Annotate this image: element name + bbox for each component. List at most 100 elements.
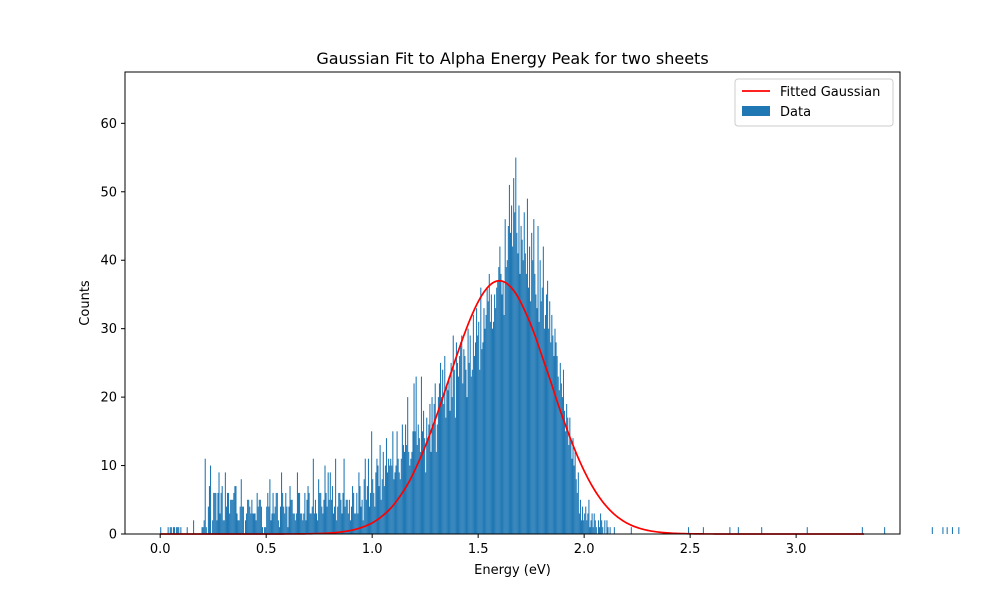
histogram-bar [225,506,227,534]
histogram-bar [606,520,608,534]
histogram-bar [205,527,207,534]
histogram-bar [511,205,513,534]
histogram-bar [601,520,603,534]
histogram-bar [613,527,615,534]
histogram-bar [566,403,568,534]
histogram-bar [356,492,358,534]
histogram-bar [544,314,546,534]
histogram-bar [221,486,223,534]
histogram-bar [257,506,259,534]
histogram-bar [223,520,225,534]
histogram-bar [170,527,172,534]
histogram-bar [476,308,478,534]
histogram-bar [244,520,247,534]
histogram-bar [345,499,347,534]
histogram-bar [470,376,472,534]
histogram-bar [319,492,321,534]
histogram-bar [207,506,209,534]
histogram-bar [552,335,554,534]
histogram-bar [414,431,416,534]
x-axis-ticks: 0.0 0.5 1.0 1.5 2.0 2.5 3.0 [150,534,807,557]
histogram-bar [688,527,690,534]
x-tick-label: 3.0 [786,542,807,557]
histogram-bar [521,239,523,534]
histogram-bar [483,308,485,534]
y-tick-label: 0 [109,528,117,543]
histogram-bar [216,520,218,534]
histogram-bar [514,212,516,534]
histogram-bar [385,438,388,534]
histogram-bar [576,492,578,534]
histogram-bar [490,294,492,534]
histogram-bar [419,451,421,534]
histogram-bar [485,314,487,534]
histogram-bar [381,479,383,534]
histogram-bar [252,513,254,534]
histogram-bar [295,513,297,534]
histogram-bar [560,383,562,534]
histogram-bar [391,465,393,534]
histogram-bar [595,527,597,534]
histogram-bar [536,308,538,534]
histogram-bar [259,499,261,534]
histogram-bar [358,472,360,534]
histogram-bar [279,506,282,534]
histogram-bar [532,260,534,534]
histogram-bar [472,314,474,534]
histogram-bar [383,486,385,534]
histogram-bar [167,527,169,534]
histogram-bar [431,397,433,534]
histogram-bar [565,431,567,534]
histogram-bar [313,513,315,534]
histogram-bar [580,520,583,534]
histogram-bar [403,451,406,534]
histogram-bar [480,287,482,534]
histogram-bar [202,527,204,534]
histogram-bar [390,458,392,534]
histogram-bar [322,513,324,534]
histogram-bar [268,506,270,534]
histogram-bar [515,157,517,534]
x-tick-label: 2.0 [574,542,595,557]
histogram-bar [435,451,437,534]
histogram-bar [502,280,504,534]
histogram-bar [337,506,339,534]
histogram-bar [589,527,591,534]
histogram-bar [416,445,418,534]
histogram-bar [178,527,180,534]
histogram-bar [310,513,312,534]
histogram-bar [520,226,522,534]
histogram-bar [531,232,533,534]
histogram-bar [474,342,477,534]
histogram-bar [388,458,390,534]
histogram-bar [555,342,557,534]
histogram-bar [488,273,490,534]
histogram-bar [761,527,763,534]
histogram-bar [448,376,450,534]
histogram-bar [339,492,341,534]
histogram-bar [287,527,289,534]
histogram-bar [469,335,471,534]
histogram-bar [384,465,386,534]
y-axis-label: Counts [78,280,93,326]
histogram-bar [231,499,233,534]
histogram-bar [609,527,611,534]
histogram-bar [236,513,238,534]
histogram-bar [442,369,444,534]
histogram-bar [408,451,410,534]
histogram-bar [230,499,232,534]
histogram-bar [588,499,590,534]
histogram-bar [434,383,436,534]
histogram-bar [361,499,363,534]
histogram-bar [499,246,501,534]
histogram-bar [212,520,214,534]
histogram-bar [466,397,468,534]
histogram-bar [399,479,401,534]
histogram-bar [304,492,306,534]
histogram-bar [305,520,307,534]
histogram-bar [294,520,296,534]
histogram-bar [367,458,369,534]
histogram-bar [504,219,506,534]
histogram-bar [389,465,391,534]
histogram-bar [288,506,290,534]
